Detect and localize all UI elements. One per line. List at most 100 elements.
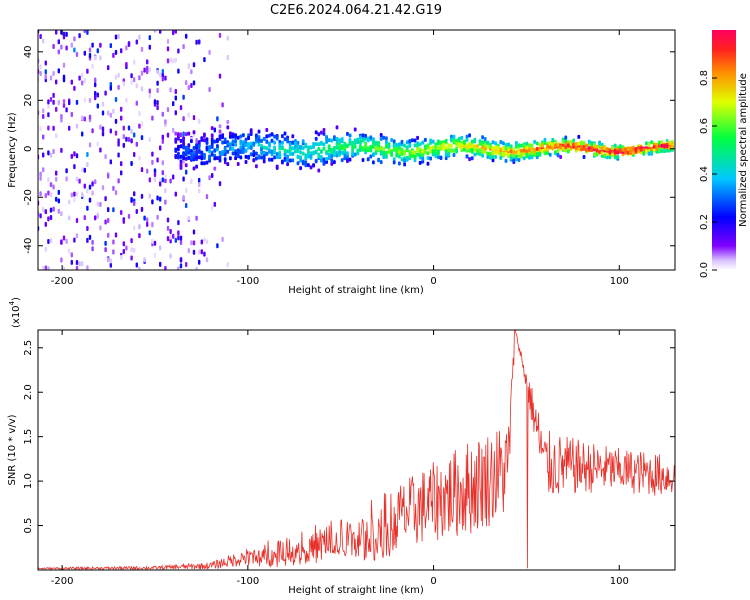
heatmap-cell <box>94 82 97 88</box>
snr-multiplier: (x104) <box>8 297 22 328</box>
heatmap-cell <box>47 190 50 196</box>
heatmap-cell <box>346 158 349 163</box>
heatmap-cell <box>130 247 133 253</box>
heatmap-cell <box>645 141 648 146</box>
heatmap-cell <box>91 128 94 134</box>
heatmap-cell <box>626 150 630 155</box>
heatmap-cell <box>382 147 386 152</box>
heatmap-cell <box>88 47 92 53</box>
heatmap-cell <box>213 148 217 153</box>
heatmap-cell <box>192 62 196 68</box>
heatmap-cell <box>356 151 360 156</box>
heatmap-cell <box>218 181 222 187</box>
heatmap-cell <box>322 131 326 136</box>
heatmap-cell <box>130 138 133 144</box>
heatmap-cell <box>49 97 53 103</box>
heatmap-cell <box>117 141 120 147</box>
heatmap-cell <box>81 167 84 173</box>
heatmap-cell <box>637 145 640 150</box>
heatmap-cell <box>62 77 66 83</box>
heatmap-cell <box>301 151 305 156</box>
heatmap-cell <box>75 99 79 105</box>
heatmap-cell <box>65 31 68 37</box>
heatmap-cell <box>78 33 81 39</box>
heatmap-cell <box>187 156 191 161</box>
heatmap-cell <box>205 160 209 165</box>
heatmap-cell <box>190 151 193 156</box>
heatmap-cell <box>312 142 315 147</box>
heatmap-cell <box>96 103 99 109</box>
heatmap-cell <box>218 32 222 38</box>
heatmap-cell <box>327 138 331 143</box>
heatmap-cell <box>114 190 118 196</box>
heatmap-cell <box>590 147 594 152</box>
heatmap-cell <box>257 154 261 159</box>
heatmap-cell <box>351 147 354 152</box>
heatmap-cell <box>109 112 112 118</box>
heatmap-cell <box>166 58 170 64</box>
x-tick-label: -200 <box>51 576 74 587</box>
heatmap-cell <box>174 153 178 158</box>
heatmap-cell <box>140 167 144 173</box>
heatmap-cell <box>598 149 601 154</box>
heatmap-cell <box>278 153 282 158</box>
heatmap-cell <box>172 58 175 64</box>
heatmap-cell <box>229 156 232 161</box>
heatmap-cell <box>268 141 271 146</box>
heatmap-cell <box>244 148 248 153</box>
heatmap-cell <box>192 80 196 86</box>
heatmap-cell <box>226 120 230 125</box>
heatmap-cell <box>203 251 206 257</box>
heatmap-cell <box>91 239 94 245</box>
heatmap-cell <box>307 151 310 156</box>
heatmap-cell <box>107 65 110 71</box>
heatmap-cell <box>65 238 68 244</box>
heatmap-cell <box>275 152 279 157</box>
heatmap-cell <box>577 141 581 146</box>
heatmap-cell <box>395 153 399 158</box>
heatmap-cell <box>398 145 401 150</box>
heatmap-cell <box>486 144 490 149</box>
heatmap-cell <box>91 190 94 196</box>
spectrogram-xlabel: Height of straight line (km) <box>288 285 424 296</box>
y-tick-label: 20 <box>23 94 34 107</box>
heatmap-cell <box>252 158 256 163</box>
heatmap-cell <box>314 130 318 135</box>
heatmap-cell <box>184 149 188 154</box>
heatmap-cell <box>273 155 276 160</box>
heatmap-cell <box>195 215 198 221</box>
heatmap-cell <box>229 134 232 139</box>
heatmap-cell <box>226 141 230 146</box>
heatmap-cell <box>252 153 256 158</box>
heatmap-cell <box>187 143 191 148</box>
heatmap-cell <box>148 67 151 73</box>
heatmap-cell <box>112 239 115 245</box>
heatmap-cell <box>140 121 144 127</box>
heatmap-cell <box>187 150 191 155</box>
heatmap-cell <box>333 137 336 142</box>
heatmap-cell <box>278 140 282 145</box>
svg-text:(x104): (x104) <box>8 297 22 328</box>
heatmap-cell <box>187 147 191 152</box>
heatmap-cell <box>242 140 245 145</box>
heatmap-cell <box>117 72 120 78</box>
heatmap-cell <box>166 107 170 113</box>
heatmap-cell <box>273 145 276 150</box>
heatmap-cell <box>192 150 196 155</box>
heatmap-cell <box>374 145 378 150</box>
heatmap-cell <box>70 252 73 258</box>
heatmap-cell <box>647 151 651 156</box>
heatmap-cell <box>509 156 513 161</box>
heatmap-cell <box>138 110 141 116</box>
heatmap-cell <box>577 134 581 139</box>
heatmap-cell <box>647 142 651 147</box>
heatmap-cell <box>140 206 144 212</box>
heatmap-cell <box>403 162 406 167</box>
heatmap-cell <box>392 139 396 144</box>
heatmap-cell <box>317 154 321 159</box>
heatmap-cell <box>330 138 334 143</box>
heatmap-cell <box>533 149 536 154</box>
heatmap-cell <box>187 248 190 254</box>
heatmap-cell <box>452 134 456 139</box>
snr-multiplier-exp: 4 <box>8 300 16 305</box>
